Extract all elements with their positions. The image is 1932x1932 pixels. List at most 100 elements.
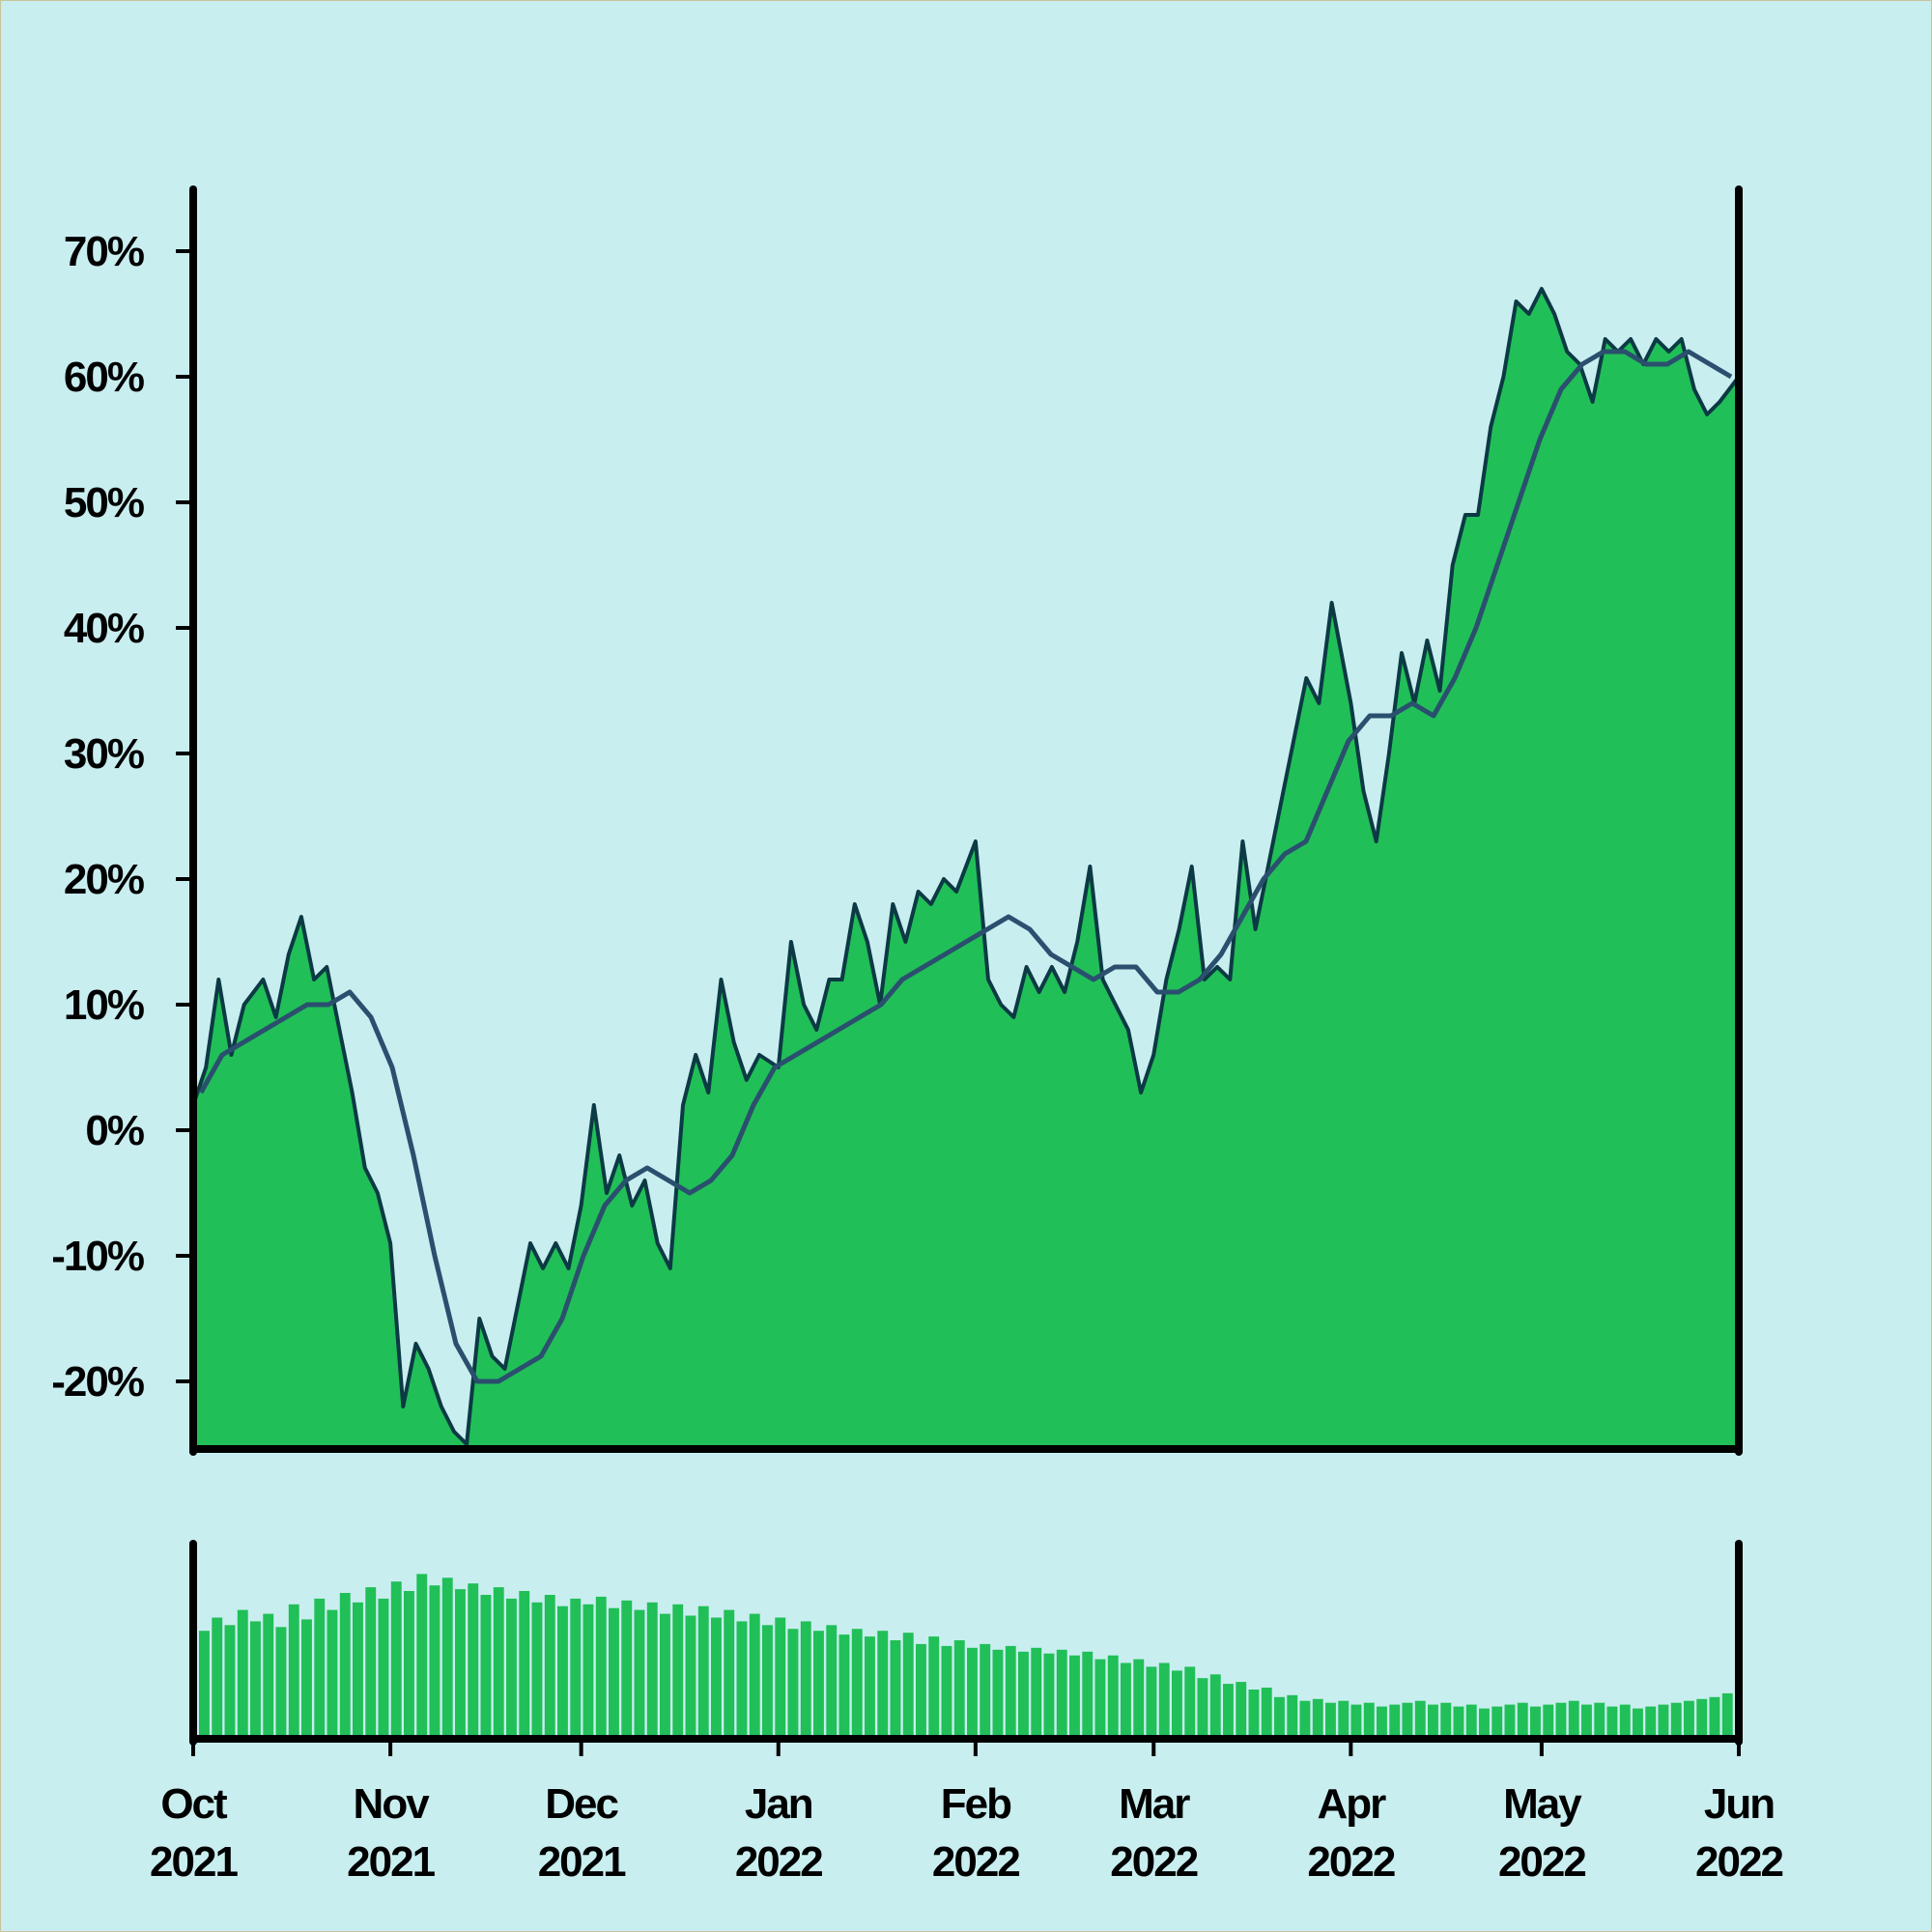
volume-bar <box>557 1605 568 1735</box>
x-tick-year: 2021 <box>538 1838 626 1886</box>
volume-bar <box>468 1583 479 1735</box>
x-tick-month: May <box>1503 1780 1582 1828</box>
x-tick-month: Jan <box>745 1780 812 1828</box>
volume-bar <box>1107 1655 1119 1735</box>
volume-bar <box>1440 1702 1452 1735</box>
volume-bar <box>1428 1704 1438 1735</box>
volume-bar <box>1223 1684 1234 1735</box>
volume-bar <box>1658 1704 1669 1735</box>
volume-bar <box>1287 1694 1298 1735</box>
volume-bar <box>339 1593 351 1735</box>
volume-bar <box>1645 1706 1657 1735</box>
volume-bar <box>224 1625 236 1735</box>
volume-bar <box>609 1607 619 1735</box>
volume-bar <box>813 1631 824 1735</box>
volume-bar <box>724 1609 735 1735</box>
volume-bar <box>775 1617 786 1735</box>
volume-bar <box>967 1647 978 1735</box>
volume-bar <box>697 1605 709 1735</box>
volume-bar <box>1121 1662 1131 1735</box>
x-tick-month: Nov <box>354 1780 431 1828</box>
volume-bar <box>212 1617 223 1735</box>
volume-bar <box>1619 1704 1631 1735</box>
volume-bar <box>1094 1659 1106 1735</box>
x-tick-month: Dec <box>545 1780 618 1828</box>
volume-bar <box>1453 1706 1464 1735</box>
x-tick-month: Mar <box>1119 1780 1190 1828</box>
volume-bar <box>1696 1698 1708 1735</box>
x-tick-month: Feb <box>941 1780 1011 1828</box>
volume-bar <box>480 1595 492 1735</box>
volume-bar <box>404 1591 414 1735</box>
y-tick-label: 0% <box>85 1107 143 1154</box>
main-panel: 70% 60% 50% 40% 30% 20% 10% 0% -10% -20% <box>51 185 1743 1456</box>
volume-bar <box>634 1609 645 1735</box>
volume-bar <box>1146 1666 1157 1735</box>
volume-bar <box>327 1609 338 1735</box>
volume-bar <box>544 1595 555 1735</box>
x-tick-year: 2021 <box>150 1838 238 1886</box>
volume-bar <box>851 1629 863 1735</box>
volume-bar <box>1633 1708 1643 1735</box>
volume-bar <box>1517 1702 1528 1735</box>
x-tick-year: 2022 <box>735 1838 822 1886</box>
volume-bar <box>1684 1700 1694 1735</box>
volume-bar <box>736 1621 748 1735</box>
volume-bar <box>941 1645 952 1735</box>
volume-bar <box>1325 1702 1336 1735</box>
volume-bar <box>1377 1706 1387 1735</box>
volume-bar <box>1581 1704 1592 1735</box>
volume-bar <box>749 1613 760 1735</box>
volume-bar <box>1312 1698 1323 1735</box>
volume-bar <box>660 1613 670 1735</box>
x-tick-year: 2021 <box>347 1838 435 1886</box>
volume-panel <box>189 1540 1743 1746</box>
x-tick-year: 2022 <box>1110 1838 1197 1886</box>
volume-bar <box>1721 1692 1733 1735</box>
volume-bar <box>199 1631 210 1735</box>
volume-bar <box>787 1629 799 1735</box>
volume-bar <box>1172 1670 1182 1735</box>
y-tick-label: -20% <box>51 1358 144 1406</box>
volume-bar <box>992 1649 1004 1735</box>
volume-bar <box>1197 1678 1208 1735</box>
volume-bar <box>672 1604 684 1735</box>
x-tick-year: 2022 <box>1695 1838 1782 1886</box>
volume-bar <box>595 1596 607 1735</box>
y-tick-label: 70% <box>64 228 144 275</box>
x-tick-year: 2022 <box>1498 1838 1585 1886</box>
volume-bar <box>1543 1704 1554 1735</box>
volume-bar <box>980 1643 991 1735</box>
volume-bar <box>1389 1704 1401 1735</box>
volume-bar <box>800 1621 811 1735</box>
x-tick-month: Apr <box>1317 1780 1386 1828</box>
y-tick-label: 40% <box>64 605 144 652</box>
volume-bar <box>1465 1704 1477 1735</box>
x-tick-year: 2022 <box>1307 1838 1394 1886</box>
x-axis: Oct 2021 Nov 2021 Dec 2021 Jan 2022 Feb 2022 Mar 20… <box>150 1739 1784 1886</box>
volume-bar <box>1338 1700 1350 1735</box>
volume-bar <box>928 1636 940 1735</box>
volume-bar <box>1606 1706 1618 1735</box>
volume-bar <box>378 1598 389 1735</box>
volume-bar <box>263 1613 274 1735</box>
volume-bar <box>1670 1702 1682 1735</box>
volume-bar <box>1709 1696 1720 1735</box>
volume-bar <box>1530 1706 1541 1735</box>
volume-bar <box>288 1604 299 1735</box>
volume-bar <box>1248 1690 1260 1735</box>
volume-bar <box>621 1600 633 1735</box>
volume-bar <box>455 1589 466 1735</box>
volume-bar <box>1299 1700 1311 1735</box>
volume-bar <box>1209 1674 1221 1735</box>
volume-bar <box>1363 1702 1375 1735</box>
x-tick-year: 2022 <box>932 1838 1019 1886</box>
volume-bar <box>1133 1659 1145 1735</box>
volume-bar <box>570 1598 582 1735</box>
x-tick-month: Jun <box>1704 1780 1774 1828</box>
y-tick-label: 30% <box>64 730 144 778</box>
volume-bars <box>199 1574 1733 1735</box>
volume-bar <box>1402 1702 1413 1735</box>
volume-bar <box>416 1574 428 1735</box>
